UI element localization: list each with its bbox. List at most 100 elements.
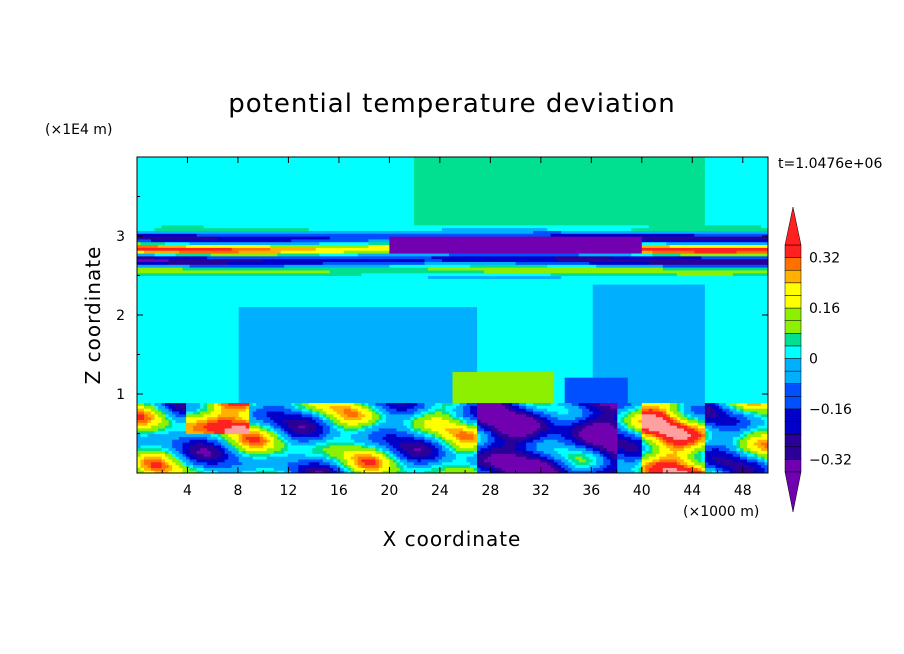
contour-cell [561,458,569,463]
contour-cell [378,416,383,420]
contour-cell [659,439,664,443]
contour-cell [704,439,710,443]
contour-cell [505,405,513,409]
contour-cell [592,292,706,296]
contour-cell [172,419,177,423]
contour-cell [182,450,191,454]
contour-cell [413,416,419,420]
contour-cell [732,272,768,277]
contour-cell [420,458,440,463]
contour-cell [757,444,766,449]
contour-cell [322,261,426,265]
contour-cell [578,433,618,437]
contour-cell [217,447,226,452]
contour-cell [137,416,145,420]
contour-cell [641,250,653,254]
contour-cell [137,334,240,339]
contour-cell [266,430,275,435]
contour-cell [424,419,450,423]
contour-cell [477,337,594,341]
contour-cell [704,182,768,186]
contour-cell [151,402,156,406]
contour-cell [273,427,282,432]
contour-cell [364,427,380,432]
contour-cell [413,185,706,189]
contour-cell [704,354,768,358]
contour-cell [238,371,454,375]
contour-cell [666,419,674,423]
contour-cell [592,467,604,471]
contour-cell [554,377,566,381]
contour-cell [750,430,755,435]
contour-cell [147,413,156,418]
contour-cell [592,441,618,446]
contour-cell [711,405,720,409]
contour-cell [186,408,198,412]
contour-cell [484,441,492,446]
contour-cell [378,461,383,466]
contour-cell [592,354,706,358]
contour-cell [599,413,615,418]
contour-cell [231,436,240,440]
contour-cell [729,402,738,406]
contour-cell [203,425,233,429]
contour-cell [704,410,717,415]
contour-cell [217,419,233,423]
contour-cell [448,447,454,452]
contour-cell [371,416,380,420]
contour-cell [704,461,710,466]
contour-cell [487,444,503,449]
contour-cell [669,244,768,248]
contour-cell [624,425,629,429]
contour-cell [631,436,643,440]
colorbar-label: −0.16 [809,402,852,418]
contour-cell [245,436,261,440]
contour-cell [305,425,317,429]
contour-cell [403,467,433,471]
contour-cell [137,385,240,389]
contour-cell [144,408,152,412]
contour-cell [624,433,636,437]
contour-cell [599,464,608,468]
contour-cell [147,433,212,437]
contour-cell [704,413,720,418]
contour-cell [634,430,639,435]
contour-cell [484,458,541,463]
contour-cell [603,410,618,415]
contour-cell [207,408,215,412]
contour-cell [760,224,768,229]
contour-cell [757,425,768,429]
contour-cell [427,410,436,415]
contour-cell [326,439,355,443]
contour-cell [238,331,478,336]
contour-cell [315,444,331,449]
contour-cell [396,427,412,432]
contour-cell [739,453,748,457]
contour-cell [592,286,706,291]
contour-cell [673,444,685,449]
contour-cell [280,250,345,254]
contour-cell [200,410,212,415]
contour-cell [452,396,555,401]
contour-cell [270,244,369,248]
contour-cell [477,405,506,409]
contour-cell [764,458,768,463]
contour-cell [413,159,706,164]
contour-cell [466,430,475,435]
contour-cell [592,371,706,375]
contour-cell [217,413,240,418]
contour-cell [631,416,643,420]
contour-cell [137,286,594,291]
contour-cell [434,433,443,437]
contour-cell [666,413,671,418]
contour-cell [701,255,768,260]
contour-cell [207,416,219,420]
contour-cell [582,408,590,412]
contour-cell [389,441,401,446]
contour-cell [431,441,440,446]
x-tick-label: 24 [431,483,449,499]
contour-cell [382,458,390,463]
contour-cell [631,427,636,432]
contour-cell [617,450,643,454]
